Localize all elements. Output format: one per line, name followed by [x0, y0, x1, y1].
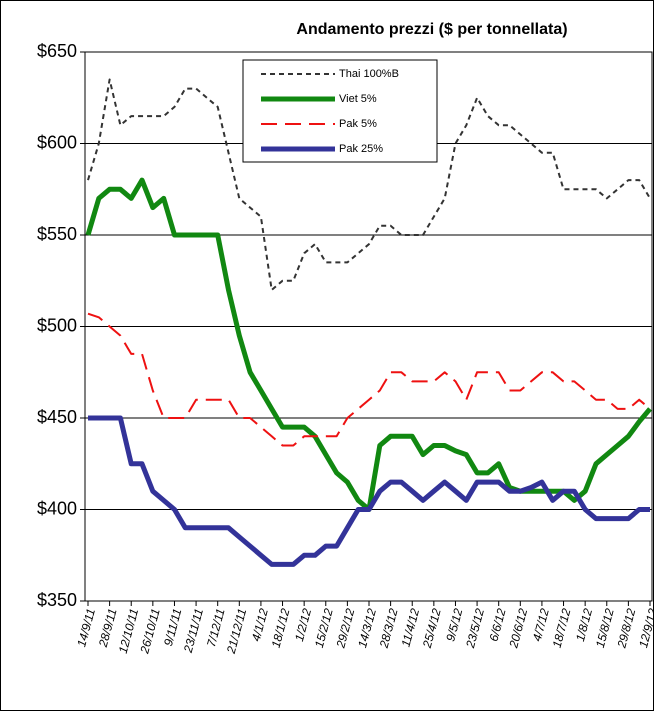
legend-box — [242, 59, 438, 163]
legend-label: Viet 5% — [339, 93, 377, 105]
legend-label: Thai 100%B — [339, 68, 399, 80]
y-tick-label: $600 — [37, 132, 77, 152]
data-line — [88, 415, 650, 567]
chart-title: Andamento prezzi ($ per tonnellata) — [296, 21, 567, 38]
y-tick-label: $550 — [37, 224, 77, 244]
data-line — [87, 312, 651, 447]
y-tick-label: $450 — [37, 407, 77, 427]
y-tick-label: $350 — [37, 590, 77, 610]
data-line — [87, 78, 651, 291]
y-tick-label: $500 — [37, 315, 77, 335]
legend-label: Pak 25% — [339, 143, 383, 155]
y-tick-label: $650 — [37, 41, 77, 61]
legend-label: Pak 5% — [339, 118, 377, 130]
y-tick-label: $400 — [37, 498, 77, 518]
